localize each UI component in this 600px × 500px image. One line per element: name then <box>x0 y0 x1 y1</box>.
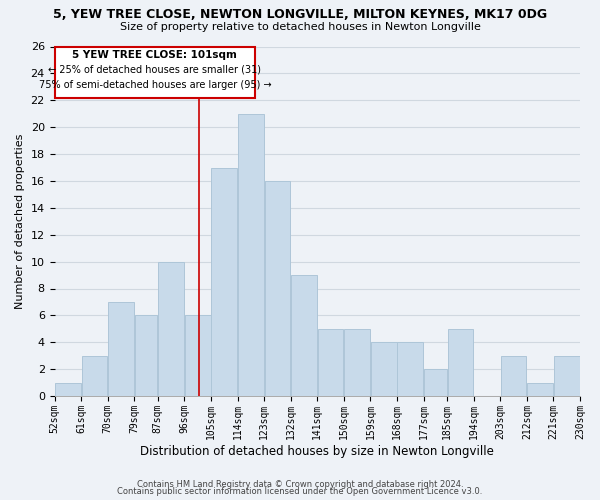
Text: 5 YEW TREE CLOSE: 101sqm: 5 YEW TREE CLOSE: 101sqm <box>73 50 238 59</box>
Bar <box>501 356 526 396</box>
Bar <box>527 382 553 396</box>
Bar <box>185 316 211 396</box>
Bar <box>424 369 447 396</box>
Bar <box>134 316 157 396</box>
Bar <box>55 46 255 98</box>
Text: ← 25% of detached houses are smaller (31): ← 25% of detached houses are smaller (31… <box>49 64 262 74</box>
Text: 75% of semi-detached houses are larger (95) →: 75% of semi-detached houses are larger (… <box>38 80 271 90</box>
Text: Size of property relative to detached houses in Newton Longville: Size of property relative to detached ho… <box>119 22 481 32</box>
Bar <box>448 329 473 396</box>
Bar <box>397 342 423 396</box>
Bar <box>55 382 80 396</box>
Text: 5, YEW TREE CLOSE, NEWTON LONGVILLE, MILTON KEYNES, MK17 0DG: 5, YEW TREE CLOSE, NEWTON LONGVILLE, MIL… <box>53 8 547 20</box>
Text: Contains HM Land Registry data © Crown copyright and database right 2024.: Contains HM Land Registry data © Crown c… <box>137 480 463 489</box>
Y-axis label: Number of detached properties: Number of detached properties <box>15 134 25 309</box>
Text: Contains public sector information licensed under the Open Government Licence v3: Contains public sector information licen… <box>118 488 482 496</box>
Bar <box>265 181 290 396</box>
X-axis label: Distribution of detached houses by size in Newton Longville: Distribution of detached houses by size … <box>140 444 494 458</box>
Bar <box>211 168 237 396</box>
Bar <box>371 342 397 396</box>
Bar <box>82 356 107 396</box>
Bar <box>158 262 184 396</box>
Bar <box>291 275 317 396</box>
Bar <box>238 114 263 396</box>
Bar <box>108 302 134 396</box>
Bar <box>344 329 370 396</box>
Bar <box>554 356 580 396</box>
Bar <box>318 329 343 396</box>
